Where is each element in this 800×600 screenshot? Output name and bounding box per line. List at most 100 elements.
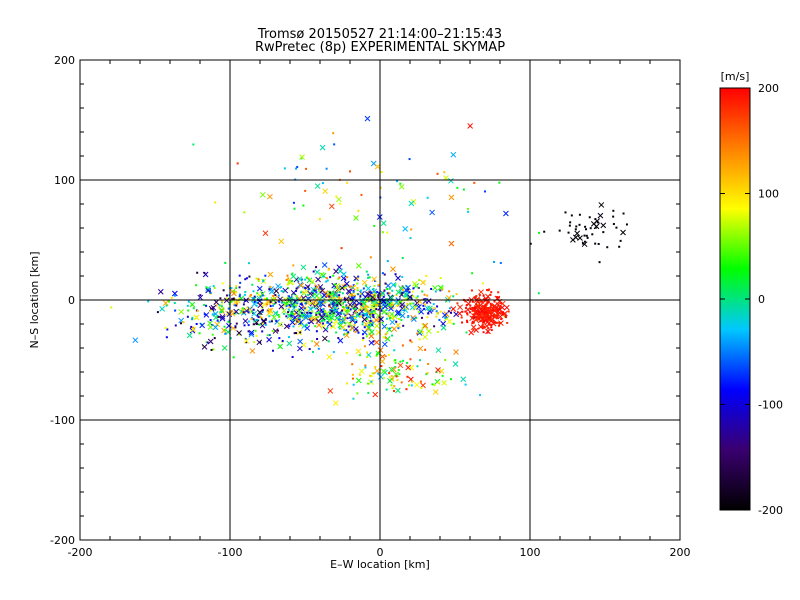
data-point-dot: [490, 329, 493, 332]
data-point-dot: [253, 341, 256, 344]
data-point-dot: [484, 190, 487, 193]
data-point-dot: [433, 325, 436, 328]
data-point-dot: [353, 296, 356, 299]
data-point-dot: [230, 300, 233, 303]
data-point-dot: [340, 247, 343, 250]
data-point-dot: [390, 375, 393, 378]
data-point-dot: [382, 292, 385, 295]
data-point-x: [298, 282, 305, 289]
data-point-dot: [591, 233, 594, 236]
data-point-dot: [318, 313, 321, 316]
data-point-dot: [262, 279, 265, 282]
data-point-dot: [361, 323, 364, 326]
data-point-dot: [489, 302, 492, 305]
data-point-dot: [248, 275, 251, 278]
data-point-dot: [487, 307, 490, 310]
data-point-dot: [311, 317, 314, 320]
data-point-dot: [327, 268, 330, 271]
data-point-dot: [358, 354, 361, 357]
data-point-dot: [353, 323, 356, 326]
data-point-dot: [500, 318, 503, 321]
data-point-dot: [247, 330, 250, 333]
data-point-dot: [402, 289, 405, 292]
data-point-dot: [497, 291, 500, 294]
data-point-dot: [409, 236, 412, 239]
data-point-dot: [486, 331, 489, 334]
data-point-dot: [300, 311, 303, 314]
data-point-dot: [465, 331, 468, 334]
data-point-dot: [344, 286, 347, 289]
data-point-dot: [379, 186, 382, 189]
data-point-dot: [490, 323, 493, 326]
data-point-dot: [317, 312, 320, 315]
data-point-dot: [332, 315, 335, 318]
data-point-x: [393, 371, 399, 378]
data-point-dot: [400, 319, 403, 322]
data-point-x: [409, 304, 416, 311]
data-point-dot: [574, 228, 577, 231]
data-point-dot: [496, 321, 499, 324]
data-point-dot: [272, 304, 275, 307]
data-point-dot: [308, 348, 311, 351]
data-point-dot: [272, 297, 275, 300]
data-point-dot: [280, 290, 283, 293]
data-point-dot: [478, 312, 481, 315]
data-point-dot: [357, 293, 360, 296]
data-point-x: [259, 322, 266, 329]
data-point-dot: [342, 320, 345, 323]
data-point-dot: [332, 325, 335, 328]
data-point-dot: [342, 312, 345, 315]
data-point-dot: [192, 307, 195, 310]
data-point-x: [452, 361, 459, 367]
data-point-dot: [311, 350, 314, 353]
data-point-x: [212, 324, 219, 331]
data-point-x: [388, 305, 394, 312]
data-point-dot: [292, 201, 295, 204]
data-point-dot: [319, 291, 322, 294]
data-point-dot: [392, 317, 395, 320]
data-point-dot: [369, 256, 372, 259]
data-point-x: [229, 310, 236, 317]
data-point-dot: [424, 298, 427, 301]
data-point-dot: [355, 320, 358, 323]
data-point-dot: [466, 312, 469, 315]
data-point-dot: [170, 296, 173, 299]
data-point-dot: [354, 279, 357, 282]
data-point-dot: [398, 373, 401, 376]
data-point-dot: [196, 271, 199, 274]
data-point-dot: [296, 286, 299, 289]
data-point-dot: [406, 316, 409, 319]
data-point-dot: [296, 318, 299, 321]
data-point-dot: [441, 286, 444, 289]
data-point-dot: [412, 295, 415, 298]
data-point-dot: [473, 181, 476, 184]
data-point-dot: [502, 312, 505, 315]
data-point-dot: [375, 305, 378, 308]
data-point-dot: [376, 303, 379, 306]
data-point-dot: [452, 295, 455, 298]
data-point-x: [411, 316, 417, 322]
data-point-dot: [409, 358, 412, 361]
data-point-dot: [321, 310, 324, 313]
data-point-dot: [385, 388, 388, 391]
data-point-dot: [373, 297, 376, 300]
data-point-dot: [477, 312, 480, 315]
data-point-dot: [465, 307, 468, 310]
data-point-dot: [606, 246, 609, 249]
data-point-dot: [372, 287, 375, 290]
data-point-dot: [336, 286, 339, 289]
data-point-dot: [357, 275, 360, 278]
data-point-dot: [386, 288, 389, 291]
data-point-dot: [345, 304, 348, 307]
data-point-dot: [247, 324, 250, 327]
data-point-dot: [359, 373, 362, 376]
data-point-dot: [259, 312, 262, 315]
data-point-dot: [402, 324, 405, 327]
data-point-dot: [394, 273, 397, 276]
data-point-dot: [314, 289, 317, 292]
data-point-dot: [395, 375, 398, 378]
data-point-dot: [391, 334, 394, 337]
data-point-x: [322, 335, 328, 342]
data-point-dot: [444, 316, 447, 319]
